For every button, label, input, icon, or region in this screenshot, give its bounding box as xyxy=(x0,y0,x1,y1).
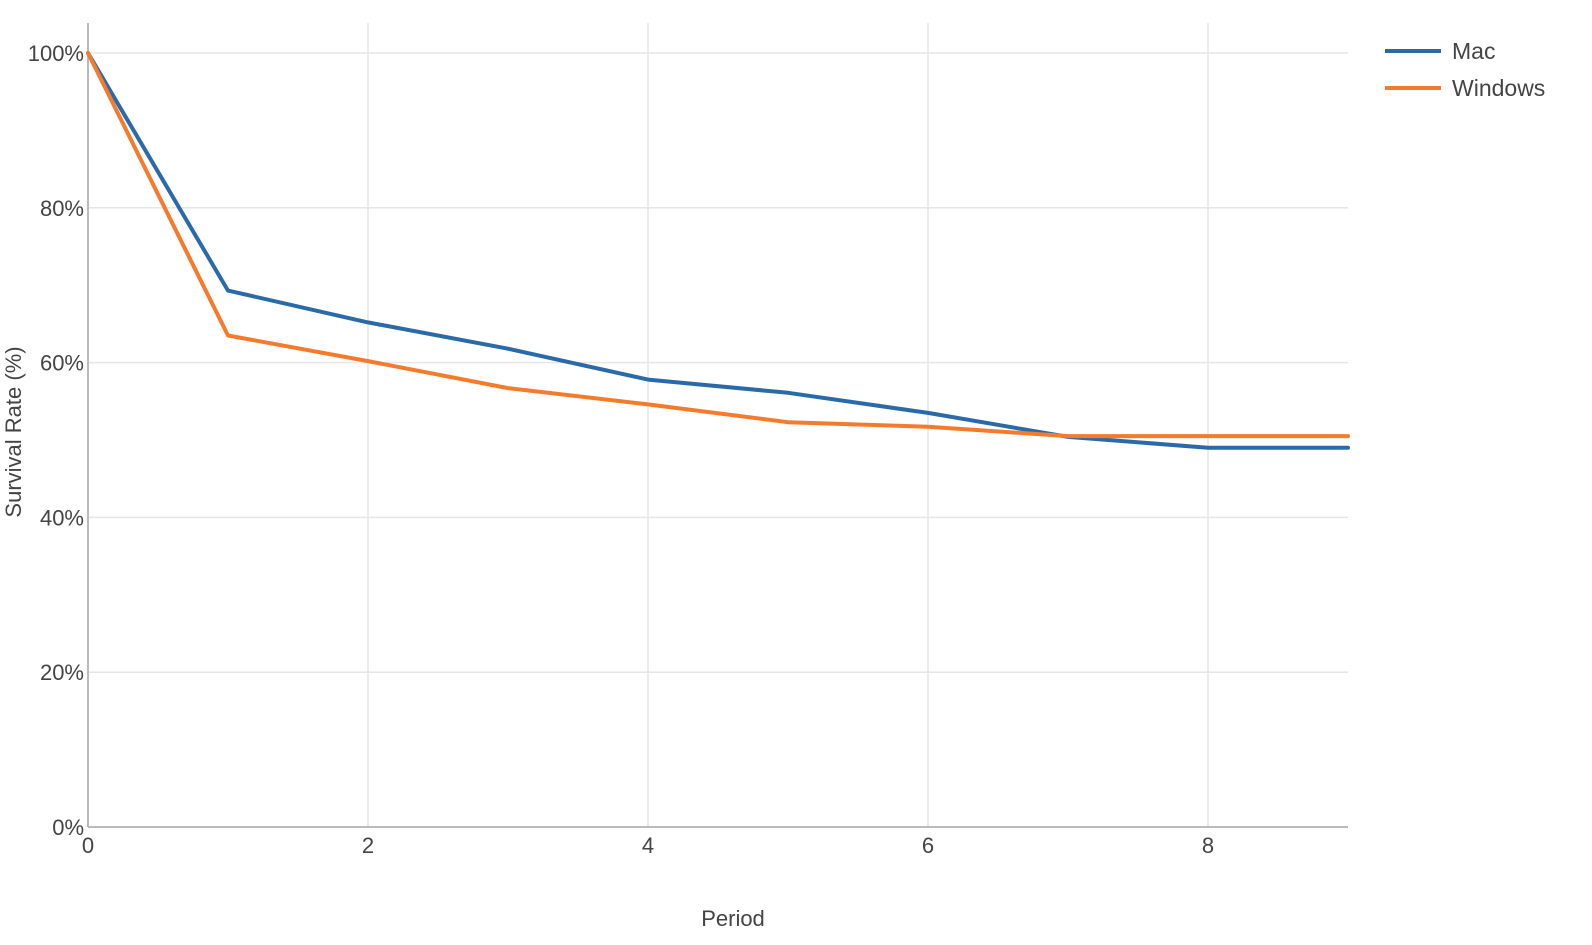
x-tick-label: 0 xyxy=(82,833,94,858)
x-tick-label: 6 xyxy=(922,833,934,858)
series-line-windows[interactable] xyxy=(86,51,1350,439)
y-tick-label: 60% xyxy=(40,351,84,376)
series-lines xyxy=(86,51,1350,450)
x-tick-label: 4 xyxy=(642,833,654,858)
y-tick-label: 20% xyxy=(40,660,84,685)
y-tick-label: 80% xyxy=(40,196,84,221)
grid xyxy=(88,23,1348,827)
legend-label: Windows xyxy=(1452,75,1545,101)
y-tick-label: 40% xyxy=(40,505,84,530)
legend-item-windows[interactable]: Windows xyxy=(1385,75,1545,101)
legend[interactable]: Mac Windows xyxy=(1385,38,1545,101)
y-tick-label: 0% xyxy=(52,815,84,840)
legend-label: Mac xyxy=(1452,38,1495,64)
axes: 0% 20% 40% 60% 80% 100% 0 2 4 6 8 xyxy=(28,23,1348,858)
x-tick-label: 2 xyxy=(362,833,374,858)
series-line-mac[interactable] xyxy=(86,51,1350,450)
y-tick-label: 100% xyxy=(28,41,84,66)
axis-labels: Period Survival Rate (%) xyxy=(1,346,765,931)
y-axis-title: Survival Rate (%) xyxy=(1,346,26,517)
legend-item-mac[interactable]: Mac xyxy=(1385,38,1495,64)
x-axis-title: Period xyxy=(701,906,765,931)
x-tick-label: 8 xyxy=(1202,833,1214,858)
